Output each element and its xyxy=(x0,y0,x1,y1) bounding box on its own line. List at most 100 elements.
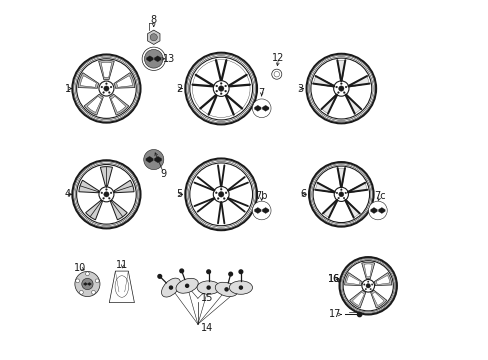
Circle shape xyxy=(370,284,372,285)
Text: 14: 14 xyxy=(200,323,213,333)
Circle shape xyxy=(369,288,370,290)
Circle shape xyxy=(343,197,344,199)
Text: 8: 8 xyxy=(150,15,157,26)
Text: 10: 10 xyxy=(74,263,86,273)
Circle shape xyxy=(252,201,270,220)
Circle shape xyxy=(365,284,370,288)
Circle shape xyxy=(82,279,92,289)
Polygon shape xyxy=(111,96,125,112)
Circle shape xyxy=(337,197,339,199)
Circle shape xyxy=(180,269,183,273)
Text: 2: 2 xyxy=(176,84,182,94)
Circle shape xyxy=(150,34,157,41)
Text: 3: 3 xyxy=(296,84,303,94)
Ellipse shape xyxy=(215,282,237,297)
Circle shape xyxy=(224,85,226,87)
Polygon shape xyxy=(87,96,102,112)
Circle shape xyxy=(207,286,210,289)
Circle shape xyxy=(335,86,337,88)
Polygon shape xyxy=(114,73,135,88)
Circle shape xyxy=(252,99,270,118)
Circle shape xyxy=(143,149,163,170)
Polygon shape xyxy=(352,292,364,306)
Circle shape xyxy=(101,192,102,194)
Polygon shape xyxy=(109,94,128,115)
Polygon shape xyxy=(146,56,153,62)
Polygon shape xyxy=(110,201,127,220)
Circle shape xyxy=(103,192,109,197)
Circle shape xyxy=(185,284,188,287)
Circle shape xyxy=(239,286,242,289)
Text: 16: 16 xyxy=(327,274,340,284)
Polygon shape xyxy=(99,60,114,80)
Polygon shape xyxy=(83,283,87,285)
Polygon shape xyxy=(375,275,389,285)
Circle shape xyxy=(344,192,346,194)
Ellipse shape xyxy=(229,281,252,294)
Polygon shape xyxy=(116,76,132,87)
Polygon shape xyxy=(347,76,368,87)
Text: 7b: 7b xyxy=(255,191,267,201)
Polygon shape xyxy=(344,94,360,113)
Circle shape xyxy=(239,270,242,274)
Circle shape xyxy=(340,189,342,190)
Circle shape xyxy=(217,198,219,199)
Circle shape xyxy=(220,93,222,95)
Text: 4: 4 xyxy=(65,189,71,199)
Circle shape xyxy=(158,275,161,278)
Polygon shape xyxy=(344,199,359,217)
Polygon shape xyxy=(347,183,366,193)
Circle shape xyxy=(105,189,107,190)
Polygon shape xyxy=(337,60,345,81)
Polygon shape xyxy=(79,180,99,193)
Text: 11: 11 xyxy=(116,260,128,270)
Polygon shape xyxy=(114,180,134,193)
Polygon shape xyxy=(346,275,360,285)
Ellipse shape xyxy=(176,278,198,293)
Polygon shape xyxy=(254,105,261,111)
Circle shape xyxy=(366,281,368,283)
Text: 9: 9 xyxy=(161,168,166,179)
Circle shape xyxy=(206,270,210,274)
Circle shape xyxy=(340,83,342,85)
Polygon shape xyxy=(315,183,334,193)
Text: 7: 7 xyxy=(258,88,264,98)
Polygon shape xyxy=(154,156,161,163)
Polygon shape xyxy=(373,273,391,285)
Circle shape xyxy=(102,91,104,93)
Polygon shape xyxy=(370,290,386,308)
Circle shape xyxy=(224,192,226,194)
Circle shape xyxy=(337,92,339,94)
Circle shape xyxy=(224,90,226,92)
Polygon shape xyxy=(262,207,268,213)
Circle shape xyxy=(76,279,80,283)
Polygon shape xyxy=(254,207,261,213)
Circle shape xyxy=(357,312,361,317)
Circle shape xyxy=(75,271,100,297)
Text: 1: 1 xyxy=(65,84,71,94)
Polygon shape xyxy=(364,264,371,277)
Circle shape xyxy=(105,83,107,85)
Circle shape xyxy=(215,85,217,87)
Polygon shape xyxy=(370,207,377,213)
Polygon shape xyxy=(154,56,161,62)
Circle shape xyxy=(345,86,346,88)
Polygon shape xyxy=(84,94,103,115)
Circle shape xyxy=(110,86,112,88)
Circle shape xyxy=(108,91,110,93)
Circle shape xyxy=(218,192,224,197)
Polygon shape xyxy=(145,156,153,163)
Polygon shape xyxy=(101,62,111,77)
Text: 15: 15 xyxy=(200,293,213,303)
Polygon shape xyxy=(337,168,345,187)
Circle shape xyxy=(102,197,104,199)
Polygon shape xyxy=(78,73,99,88)
Circle shape xyxy=(80,291,83,294)
Polygon shape xyxy=(147,30,160,44)
Polygon shape xyxy=(100,167,112,186)
Polygon shape xyxy=(361,262,374,279)
Polygon shape xyxy=(321,94,337,113)
Circle shape xyxy=(343,92,345,94)
Text: 13: 13 xyxy=(163,54,175,64)
Text: 16: 16 xyxy=(327,274,340,284)
